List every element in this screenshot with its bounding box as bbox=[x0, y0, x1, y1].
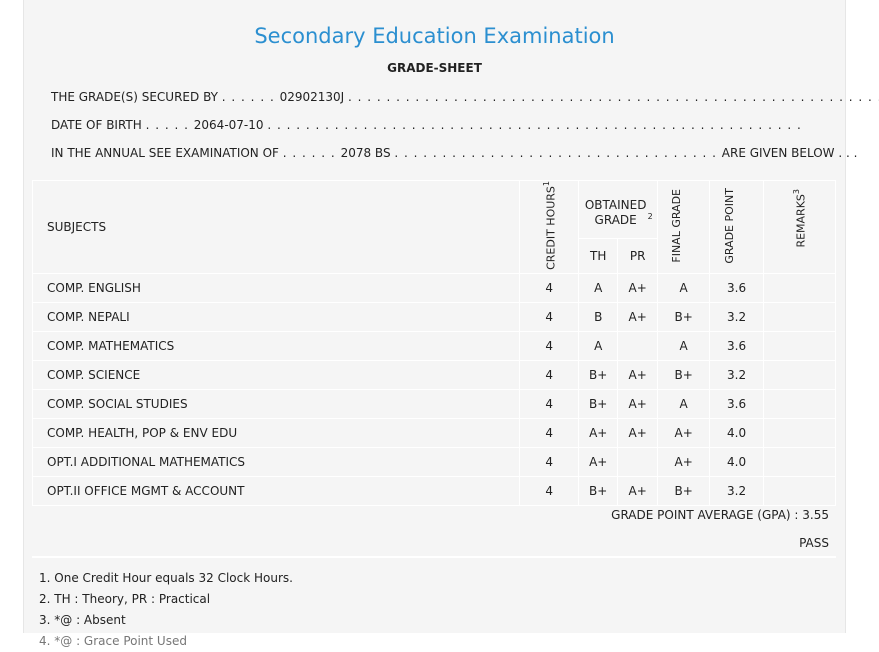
dob-label: DATE OF BIRTH bbox=[51, 118, 142, 132]
grade-sheet: Secondary Education Examination GRADE-SH… bbox=[23, 0, 879, 648]
th-grade-cell: A bbox=[578, 330, 619, 361]
credit-cell: 4 bbox=[519, 475, 580, 506]
obtained-grade-header: OBTAINED GRADE 2 bbox=[578, 179, 659, 240]
final-grade-cell: B+ bbox=[657, 475, 711, 506]
th-grade-cell: B+ bbox=[578, 388, 619, 419]
credit-hours-header: CREDIT HOURS1 bbox=[519, 180, 580, 274]
footnote-item: 4. *@ : Grace Point Used bbox=[39, 634, 187, 648]
gpa-label: GRADE POINT AVERAGE (GPA) : bbox=[611, 508, 799, 522]
subject-cell: COMP. MATHEMATICS bbox=[31, 330, 521, 361]
footnote-item: 3. *@ : Absent bbox=[39, 613, 126, 627]
grade-point-cell: 3.6 bbox=[709, 272, 765, 303]
th-grade-cell: B bbox=[578, 301, 619, 332]
remarks-cell bbox=[763, 330, 836, 361]
table-row: COMP. NEPALI 4 B A+ B+ 3.2 bbox=[31, 301, 836, 332]
subject-cell: COMP. SOCIAL STUDIES bbox=[31, 388, 521, 419]
pr-grade-cell: A+ bbox=[617, 359, 659, 390]
final-grade-cell: A+ bbox=[657, 446, 711, 477]
result-status: PASS bbox=[799, 536, 829, 550]
remarks-cell bbox=[763, 475, 836, 506]
pr-grade-cell: A+ bbox=[617, 417, 659, 448]
grade-point-cell: 4.0 bbox=[709, 417, 765, 448]
pr-header: PR bbox=[617, 238, 659, 274]
th-grade-cell: A+ bbox=[578, 417, 619, 448]
credit-cell: 4 bbox=[519, 272, 580, 303]
secured-by-line: THE GRADE(S) SECURED BY . . . . . . 0290… bbox=[51, 90, 879, 104]
subjects-header: SUBJECTS bbox=[31, 180, 521, 274]
subject-cell: OPT.II OFFICE MGMT & ACCOUNT bbox=[31, 475, 521, 506]
th-grade-cell: B+ bbox=[578, 475, 619, 506]
pr-grade-cell: A+ bbox=[617, 272, 659, 303]
th-header: TH bbox=[578, 238, 619, 274]
exam-label: IN THE ANNUAL SEE EXAMINATION OF bbox=[51, 146, 279, 160]
subject-cell: COMP. ENGLISH bbox=[31, 272, 521, 303]
page-title: Secondary Education Examination bbox=[254, 24, 615, 48]
th-grade-cell: B+ bbox=[578, 359, 619, 390]
table-row: COMP. SCIENCE 4 B+ A+ B+ 3.2 bbox=[31, 359, 836, 390]
final-grade-cell: A bbox=[657, 330, 711, 361]
grade-point-cell: 4.0 bbox=[709, 446, 765, 477]
grades-table: SUBJECTS CREDIT HOURS1 OBTAINED GRADE 2 F… bbox=[31, 179, 836, 506]
final-grade-cell: A bbox=[657, 272, 711, 303]
remarks-cell bbox=[763, 272, 836, 303]
table-row: COMP. ENGLISH 4 A A+ A 3.6 bbox=[31, 272, 836, 303]
pr-grade-cell: A+ bbox=[617, 388, 659, 419]
dob-value: 2064-07-10 bbox=[193, 118, 264, 132]
final-grade-cell: A bbox=[657, 388, 711, 419]
grade-point-cell: 3.2 bbox=[709, 359, 765, 390]
remarks-header: REMARKS3 bbox=[763, 180, 836, 274]
dob-line: DATE OF BIRTH . . . . . 2064-07-10 . . .… bbox=[51, 118, 802, 132]
pr-grade-cell: A+ bbox=[617, 475, 659, 506]
th-grade-cell: A bbox=[578, 272, 619, 303]
subject-cell: OPT.I ADDITIONAL MATHEMATICS bbox=[31, 446, 521, 477]
exam-line: IN THE ANNUAL SEE EXAMINATION OF . . . .… bbox=[51, 146, 858, 160]
th-grade-cell: A+ bbox=[578, 446, 619, 477]
remarks-cell bbox=[763, 301, 836, 332]
grade-point-cell: 3.2 bbox=[709, 475, 765, 506]
pr-grade-cell: A+ bbox=[617, 301, 659, 332]
footnote-item: 1. One Credit Hour equals 32 Clock Hours… bbox=[39, 571, 293, 585]
subheader-row: TH PR bbox=[33, 238, 836, 274]
given-below-text: ARE GIVEN BELOW . . . bbox=[721, 146, 858, 160]
gpa-value: 3.55 bbox=[802, 508, 829, 522]
remarks-cell bbox=[763, 417, 836, 448]
remarks-cell bbox=[763, 446, 836, 477]
remarks-cell bbox=[763, 388, 836, 419]
grade-point-cell: 3.2 bbox=[709, 301, 765, 332]
gpa-line: GRADE POINT AVERAGE (GPA) : 3.55 bbox=[611, 508, 829, 522]
subject-cell: COMP. HEALTH, POP & ENV EDU bbox=[31, 417, 521, 448]
final-grade-header: FINAL GRADE bbox=[657, 180, 711, 274]
pr-grade-cell bbox=[617, 330, 659, 361]
final-grade-cell: B+ bbox=[657, 301, 711, 332]
exam-year: 2078 BS bbox=[340, 146, 391, 160]
table-row: OPT.I ADDITIONAL MATHEMATICS 4 A+ A+ 4.0 bbox=[31, 446, 836, 477]
secured-by-label: THE GRADE(S) SECURED BY bbox=[51, 90, 218, 104]
final-grade-cell: B+ bbox=[657, 359, 711, 390]
footnote-item: 2. TH : Theory, PR : Practical bbox=[39, 592, 211, 606]
credit-cell: 4 bbox=[519, 330, 580, 361]
pr-grade-cell bbox=[617, 446, 659, 477]
header-row: SUBJECTS CREDIT HOURS1 OBTAINED GRADE 2 F… bbox=[31, 179, 836, 274]
grade-point-cell: 3.6 bbox=[709, 388, 765, 419]
credit-cell: 4 bbox=[519, 388, 580, 419]
credit-cell: 4 bbox=[519, 417, 580, 448]
symbol-number: 02902130J bbox=[279, 90, 345, 104]
credit-cell: 4 bbox=[519, 359, 580, 390]
subject-cell: COMP. NEPALI bbox=[31, 301, 521, 332]
remarks-cell bbox=[763, 359, 836, 390]
footnotes: 1. One Credit Hour equals 32 Clock Hours… bbox=[39, 568, 293, 652]
credit-cell: 4 bbox=[519, 301, 580, 332]
final-grade-cell: A+ bbox=[657, 417, 711, 448]
table-row: COMP. SOCIAL STUDIES 4 B+ A+ A 3.6 bbox=[31, 388, 836, 419]
credit-cell: 4 bbox=[519, 446, 580, 477]
divider bbox=[32, 556, 836, 558]
grade-point-header: GRADE POINT bbox=[709, 180, 765, 274]
subject-cell: COMP. SCIENCE bbox=[31, 359, 521, 390]
grade-point-cell: 3.6 bbox=[709, 330, 765, 361]
page-subtitle: GRADE-SHEET bbox=[387, 61, 482, 75]
table-row: OPT.II OFFICE MGMT & ACCOUNT 4 B+ A+ B+ … bbox=[31, 475, 836, 506]
table-row: COMP. MATHEMATICS 4 A A 3.6 bbox=[31, 330, 836, 361]
table-row: COMP. HEALTH, POP & ENV EDU 4 A+ A+ A+ 4… bbox=[31, 417, 836, 448]
